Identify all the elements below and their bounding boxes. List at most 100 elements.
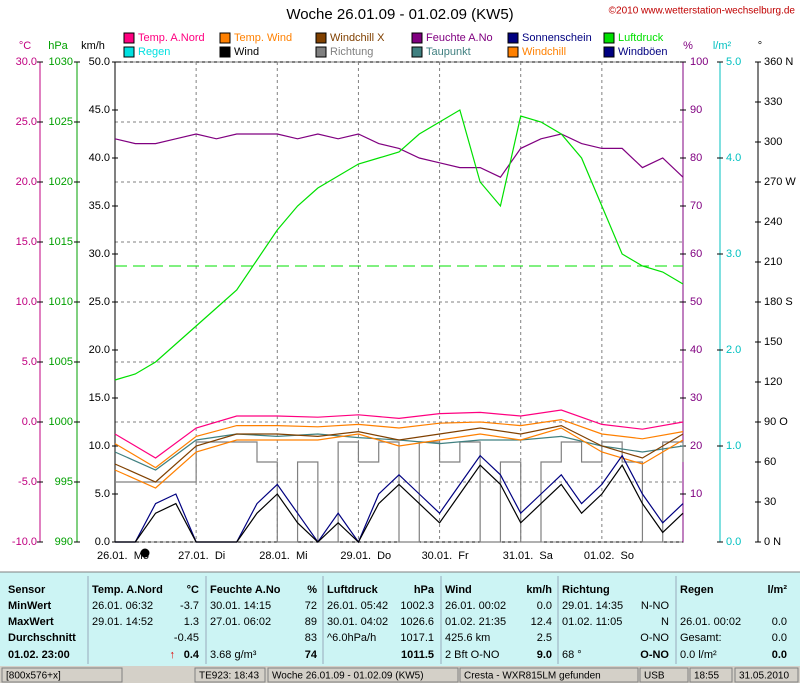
column-unit: hPa xyxy=(414,584,435,596)
cell-value: 0.0 xyxy=(772,632,787,644)
tick-label: 25.0 xyxy=(16,116,37,128)
status-cell xyxy=(689,667,733,683)
cell-text: 01.02. 11:05 xyxy=(562,616,622,628)
series-line xyxy=(114,409,684,459)
tick-label: -5.0 xyxy=(18,476,37,488)
cell-text: 3.68 g/m³ xyxy=(210,649,257,661)
tick-label: 300 xyxy=(764,136,782,148)
legend-label: Richtung xyxy=(330,46,373,58)
tick-label: 50.0 xyxy=(89,56,110,68)
tick-label: 360 N xyxy=(764,56,793,68)
x-tick-label: 30.01. Fr xyxy=(422,550,469,562)
column-header: Feuchte A.No xyxy=(210,584,281,596)
status-text: TE923: 18:43 xyxy=(199,671,259,682)
cell-value: 72 xyxy=(305,600,317,612)
legend-label: Windchill X xyxy=(330,32,385,44)
cell-text: 26.01. 00:02 xyxy=(680,616,741,628)
cell-text: 425.6 km xyxy=(445,632,490,644)
row-label: 01.02. 23:00 xyxy=(8,649,70,661)
legend-swatch xyxy=(315,32,327,44)
status-cell xyxy=(459,667,639,683)
tick-label: 1030 xyxy=(49,56,73,68)
legend-swatch xyxy=(603,32,615,44)
cell-value: 1017.1 xyxy=(400,632,434,644)
tick-label: 30 xyxy=(690,392,702,404)
legend-swatch xyxy=(411,46,423,58)
tick-label: 60 xyxy=(690,248,702,260)
tick-label: 1010 xyxy=(49,296,73,308)
tick-label: 45.0 xyxy=(89,104,110,116)
legend-swatch xyxy=(603,46,615,58)
tick-label: 1020 xyxy=(49,176,73,188)
status-text: USB xyxy=(644,671,665,682)
cell-text: 2 Bft O-NO xyxy=(445,649,500,661)
cell-value: N-NO xyxy=(641,600,670,612)
copyright: ©2010 www.wetterstation-wechselburg.de xyxy=(609,6,796,17)
tick-label: 70 xyxy=(690,200,702,212)
cell-text: 29.01. 14:35 xyxy=(562,600,623,612)
tick-label: 1005 xyxy=(49,356,73,368)
tick-label: 40 xyxy=(690,344,702,356)
axis-unit: l/m² xyxy=(713,40,732,52)
tick-label: 2.0 xyxy=(726,344,741,356)
status-cell xyxy=(734,667,799,683)
cell-value: 2.5 xyxy=(537,632,552,644)
cell-value: N xyxy=(661,616,669,628)
cell-value: 83 xyxy=(305,632,317,644)
tick-label: 50 xyxy=(690,296,702,308)
tick-label: 1015 xyxy=(49,236,73,248)
tick-label: 330 xyxy=(764,96,782,108)
column-unit: % xyxy=(307,584,317,596)
cell-text: 01.02. 21:35 xyxy=(445,616,506,628)
cell-text: 0.0 l/m² xyxy=(680,649,717,661)
x-tick-label: 28.01. Mi xyxy=(259,550,307,562)
x-tick-label: 29.01. Do xyxy=(340,550,391,562)
status-text: [800x576+x] xyxy=(6,671,61,682)
column-header: Luftdruck xyxy=(327,584,379,596)
row-label: Durchschnitt xyxy=(8,632,76,644)
trend-arrow: ↑ xyxy=(170,649,176,661)
x-tick-label: 27.01. Di xyxy=(178,550,225,562)
chart-title: Woche 26.01.09 - 01.02.09 (KW5) xyxy=(286,6,513,23)
legend-label: Windchill xyxy=(522,46,566,58)
cell-value: O-NO xyxy=(640,632,669,644)
status-cell xyxy=(194,667,266,683)
cell-text: ^6.0hPa/h xyxy=(327,632,376,644)
legend-label: Luftdruck xyxy=(618,32,664,44)
cell-text: 29.01. 14:52 xyxy=(92,616,153,628)
legend-label: Wind xyxy=(234,46,259,58)
tick-label: 60 xyxy=(764,456,776,468)
cell-value: 12.4 xyxy=(531,616,552,628)
cell-value: 89 xyxy=(305,616,317,628)
legend-label: Temp. A.Nord xyxy=(138,32,205,44)
tick-label: 0.0 xyxy=(22,416,37,428)
tick-label: 10.0 xyxy=(16,296,37,308)
cell-text: 26.01. 06:32 xyxy=(92,600,153,612)
series-line xyxy=(114,427,684,489)
status-cell xyxy=(1,667,123,683)
table-bg xyxy=(0,572,800,666)
legend-swatch xyxy=(315,46,327,58)
tick-label: 5.0 xyxy=(22,356,37,368)
legend-swatch xyxy=(411,32,423,44)
axis-unit: % xyxy=(683,40,693,52)
x-tick-label: 26.01. Mo xyxy=(97,550,149,562)
tick-label: 0.0 xyxy=(95,536,110,548)
tick-label: -10.0 xyxy=(12,536,37,548)
column-header: Wind xyxy=(445,584,472,596)
x-tick-label: 01.02. So xyxy=(584,550,634,562)
cell-text: 30.01. 04:02 xyxy=(327,616,388,628)
status-text: 31.05.2010 xyxy=(739,671,789,682)
legend-swatch xyxy=(219,32,231,44)
legend-swatch xyxy=(123,32,135,44)
status-cell xyxy=(267,667,459,683)
status-text: Cresta - WXR815LM gefunden xyxy=(464,671,601,682)
column-header: Richtung xyxy=(562,584,610,596)
tick-label: 20.0 xyxy=(16,176,37,188)
tick-label: 1000 xyxy=(49,416,73,428)
legend-label: Regen xyxy=(138,46,170,58)
tick-label: 25.0 xyxy=(89,296,110,308)
tick-label: 4.0 xyxy=(726,152,741,164)
moon-icon xyxy=(140,548,150,558)
legend-label: Windböen xyxy=(618,46,668,58)
